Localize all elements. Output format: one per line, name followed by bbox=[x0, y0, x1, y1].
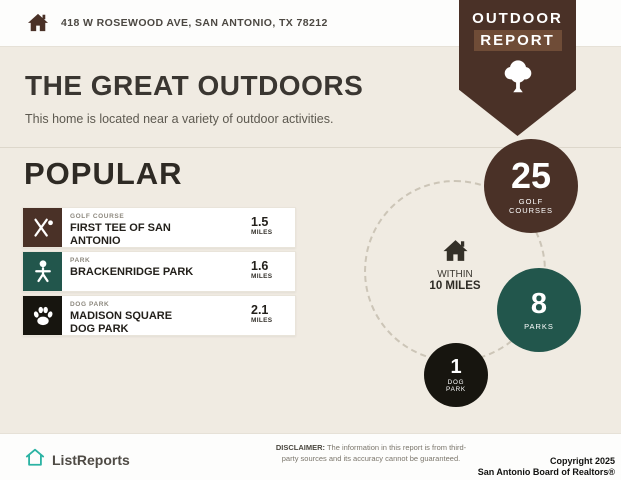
list-item-text: GOLF COURSE FIRST TEE OF SAN ANTONIO bbox=[62, 208, 251, 247]
radius-center: WITHIN 10 MILES bbox=[366, 238, 544, 292]
stat-value: 1 bbox=[450, 356, 462, 378]
page-title: THE GREAT OUTDOORS bbox=[25, 70, 364, 101]
popular-heading: POPULAR bbox=[24, 156, 183, 191]
list-item-text: DOG PARK MADISON SQUARE DOG PARK bbox=[62, 296, 251, 335]
list-item-text: PARK BRACKENRIDGE PARK bbox=[62, 252, 251, 291]
house-icon bbox=[442, 240, 469, 266]
disclaimer-label: DISCLAIMER: bbox=[275, 443, 325, 452]
stat-label: GOLF COURSES bbox=[508, 196, 554, 215]
footer-bar: ListReports bbox=[0, 433, 621, 480]
stat-value: 25 bbox=[510, 154, 552, 196]
stat-value: 8 bbox=[530, 287, 548, 320]
house-icon bbox=[27, 12, 49, 37]
distance: 1.5 MILES bbox=[251, 208, 295, 247]
list-item-dog-park: DOG PARK MADISON SQUARE DOG PARK 2.1 MIL… bbox=[22, 295, 296, 336]
paw-icon bbox=[23, 296, 62, 335]
stat-golf-courses: 25 GOLF COURSES bbox=[484, 139, 578, 233]
listreports-house-icon bbox=[24, 447, 46, 472]
outdoor-report-ribbon: OUTDOOR REPORT bbox=[459, 0, 576, 136]
ribbon-text-outdoor: OUTDOOR bbox=[472, 10, 563, 27]
tree-icon bbox=[459, 57, 576, 102]
stat-parks: 8 PARKS bbox=[497, 268, 581, 352]
copyright-notice: Copyright 2025 San Antonio Board of Real… bbox=[477, 455, 615, 477]
place-name: FIRST TEE OF SAN ANTONIO bbox=[70, 222, 171, 247]
person-playing-icon bbox=[23, 252, 62, 291]
distance-unit: MILES bbox=[251, 273, 273, 280]
distance-value: 1.6 bbox=[251, 259, 269, 273]
within-label: WITHIN bbox=[437, 269, 473, 280]
list-item-golf-course: GOLF COURSE FIRST TEE OF SAN ANTONIO 1.5… bbox=[22, 207, 296, 248]
category-label: DOG PARK bbox=[70, 301, 110, 308]
property-address: 418 W ROSEWOOD AVE, SAN ANTONIO, TX 7821… bbox=[61, 17, 328, 29]
distance: 1.6 MILES bbox=[251, 252, 295, 291]
distance: 2.1 MILES bbox=[251, 296, 295, 335]
listreports-logo: ListReports bbox=[24, 447, 130, 472]
golf-clubs-icon bbox=[23, 208, 62, 247]
place-name: MADISON SQUARE DOG PARK bbox=[70, 310, 173, 335]
listreports-wordmark: ListReports bbox=[52, 451, 130, 468]
stat-label: PARKS bbox=[524, 321, 554, 331]
page-subtitle: This home is located near a variety of o… bbox=[25, 112, 334, 126]
category-label: PARK bbox=[70, 257, 91, 264]
miles-label: 10 MILES bbox=[429, 280, 481, 292]
distance-unit: MILES bbox=[251, 317, 273, 324]
disclaimer-text: DISCLAIMER: The information in this repo… bbox=[275, 443, 467, 463]
section-divider bbox=[0, 147, 621, 148]
distance-unit: MILES bbox=[251, 229, 273, 236]
stat-dog-park: 1 DOG PARK bbox=[424, 343, 488, 407]
distance-value: 1.5 bbox=[251, 215, 269, 229]
stat-label: DOG PARK bbox=[446, 379, 466, 393]
distance-value: 2.1 bbox=[251, 303, 269, 317]
ribbon-text-report: REPORT bbox=[473, 30, 562, 51]
place-name: BRACKENRIDGE PARK bbox=[70, 266, 194, 278]
popular-list: GOLF COURSE FIRST TEE OF SAN ANTONIO 1.5… bbox=[22, 207, 296, 339]
category-label: GOLF COURSE bbox=[70, 213, 125, 220]
list-item-park: PARK BRACKENRIDGE PARK 1.6 MILES bbox=[22, 251, 296, 292]
